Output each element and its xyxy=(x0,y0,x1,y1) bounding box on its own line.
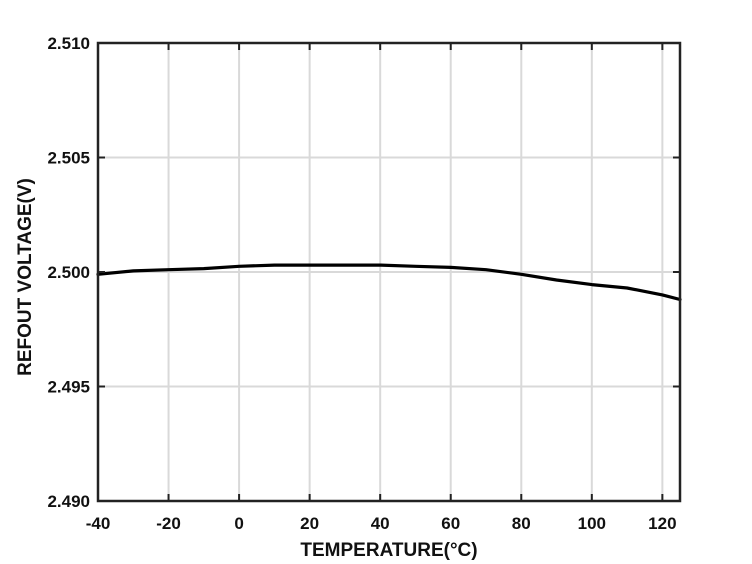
x-axis-label: TEMPERATURE(°C) xyxy=(300,540,477,561)
x-tick-label: 0 xyxy=(234,514,243,533)
x-tick-label: 40 xyxy=(371,514,390,533)
x-tick-label: 80 xyxy=(512,514,531,533)
x-tick-label: 100 xyxy=(578,514,606,533)
x-tick-label: 120 xyxy=(648,514,676,533)
ticks: -40 -20 0 20 40 60 80 100 120 2.490 2.495 2.500 2.50… xyxy=(47,34,680,533)
y-tick-label: 2.510 xyxy=(47,34,90,53)
y-tick-label: 2.490 xyxy=(47,492,90,511)
y-tick-label: 2.495 xyxy=(47,378,90,397)
series-line xyxy=(96,263,682,302)
series-layer xyxy=(96,263,682,302)
grid xyxy=(98,43,680,501)
x-tick-label: 20 xyxy=(300,514,319,533)
y-tick-label: 2.500 xyxy=(47,263,90,282)
y-axis-label: REFOUT VOLTAGE(V) xyxy=(15,178,36,376)
x-tick-label: -20 xyxy=(156,514,181,533)
x-tick-label: 60 xyxy=(441,514,460,533)
y-tick-label: 2.505 xyxy=(47,149,90,168)
x-tick-label: -40 xyxy=(86,514,111,533)
